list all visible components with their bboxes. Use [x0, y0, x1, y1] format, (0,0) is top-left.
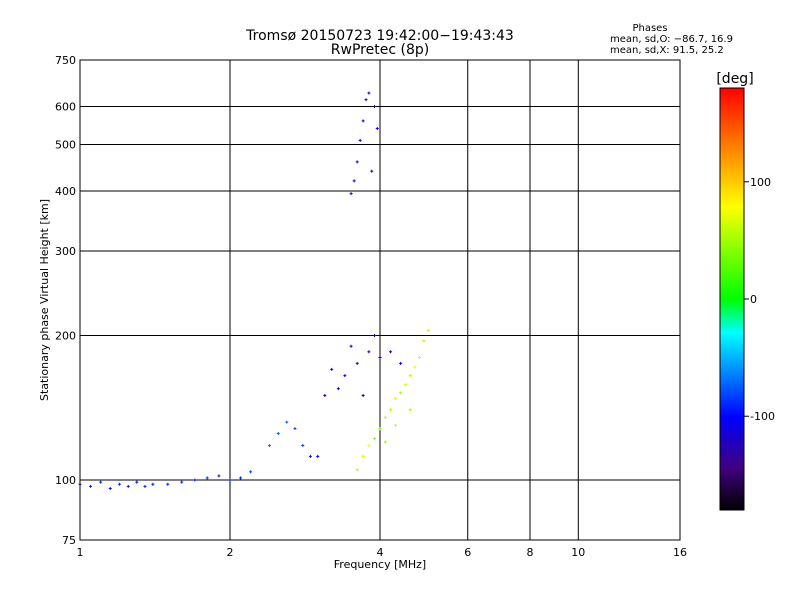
- data-point: [355, 468, 359, 472]
- chart-title: Tromsø 20150723 19:42:00−19:43:43: [245, 28, 514, 44]
- data-point: [180, 480, 184, 484]
- data-point: [370, 169, 374, 173]
- x-tick-labels: 1 2 4 6 8 10 16: [77, 546, 688, 559]
- data-point: [99, 480, 103, 484]
- colorbar-ticks: 100 0 -100: [744, 176, 775, 423]
- colorbar: [719, 87, 745, 511]
- colorbar-tick-label: 100: [750, 176, 771, 189]
- y-tick-label: 400: [55, 185, 76, 198]
- data-point: [293, 427, 297, 431]
- data-point: [358, 138, 362, 142]
- colorbar-label: [deg]: [716, 71, 753, 87]
- x-tick-label: 2: [227, 546, 234, 559]
- data-point: [389, 350, 393, 354]
- data-point: [349, 344, 353, 348]
- data-point: [330, 367, 334, 371]
- data-point: [367, 444, 371, 448]
- x-tick-label: 10: [571, 546, 585, 559]
- data-point: [361, 454, 365, 458]
- data-point: [89, 484, 93, 488]
- x-tick-label: 16: [673, 546, 687, 559]
- data-point: [336, 387, 340, 391]
- data-point: [143, 484, 147, 488]
- data-point: [389, 408, 393, 412]
- data-point: [399, 361, 403, 365]
- data-point: [126, 484, 130, 488]
- data-point: [355, 361, 359, 365]
- data-point: [308, 454, 312, 458]
- x-tick-label: 8: [527, 546, 534, 559]
- data-point: [135, 480, 139, 484]
- y-tick-labels: 75 100 200 300 400 500 600 750: [55, 54, 76, 547]
- data-point: [301, 444, 305, 448]
- y-tick-label: 500: [55, 139, 76, 152]
- data-point: [117, 482, 121, 486]
- data-point: [285, 420, 289, 424]
- data-point: [249, 470, 253, 474]
- data-point: [267, 444, 271, 448]
- data-point: [364, 98, 368, 102]
- data-point: [378, 427, 382, 431]
- data-point: [426, 328, 430, 332]
- plot-frame: [79, 59, 681, 541]
- colorbar-tick-label: 0: [750, 293, 757, 306]
- phases-x-stats: mean, sd,X: 91.5, 25.2: [610, 45, 724, 56]
- colorbar-tick-label: -100: [750, 410, 775, 423]
- data-point: [399, 391, 403, 395]
- data-point: [166, 482, 170, 486]
- data-point: [375, 126, 379, 130]
- data-point: [355, 160, 359, 164]
- data-point: [349, 192, 353, 196]
- data-point: [228, 478, 232, 482]
- y-axis-label: Stationary phase Virtual Height [km]: [38, 199, 51, 401]
- data-point: [352, 179, 356, 183]
- data-point: [394, 423, 398, 427]
- data-point: [276, 432, 280, 436]
- x-tick-label: 6: [464, 546, 471, 559]
- data-point: [373, 334, 377, 338]
- data-point: [408, 408, 412, 412]
- data-point: [361, 119, 365, 123]
- data-point: [361, 394, 365, 398]
- y-tick-label: 300: [55, 245, 76, 258]
- x-tick-label: 4: [377, 546, 384, 559]
- data-point: [373, 105, 377, 109]
- y-tick-label: 75: [62, 534, 76, 547]
- y-tick-label: 200: [55, 330, 76, 343]
- data-point: [408, 374, 412, 378]
- data-point: [378, 355, 382, 359]
- y-tick-label: 100: [55, 474, 76, 487]
- y-tick-label: 750: [55, 54, 76, 67]
- data-point: [394, 396, 398, 400]
- phases-title: Phases: [632, 23, 667, 34]
- data-point: [316, 454, 320, 458]
- y-tick-label: 600: [55, 101, 76, 114]
- data-point: [217, 474, 221, 478]
- phases-o-stats: mean, sd,O: −86.7, 16.9: [610, 34, 733, 45]
- data-point: [422, 339, 426, 343]
- data-point: [193, 478, 197, 482]
- data-point: [343, 374, 347, 378]
- data-point: [239, 476, 243, 480]
- data-point: [323, 394, 327, 398]
- data-point: [383, 440, 387, 444]
- data-point: [205, 476, 209, 480]
- chart-subtitle: RwPretec (8p): [331, 42, 429, 58]
- data-point: [403, 383, 407, 387]
- data-point: [373, 437, 377, 441]
- data-point: [417, 355, 421, 359]
- data-points: [78, 91, 430, 491]
- x-tick-label: 1: [77, 546, 84, 559]
- data-point: [108, 487, 112, 491]
- data-point: [413, 365, 417, 369]
- grid-lines: [80, 60, 680, 540]
- data-point: [367, 91, 371, 95]
- data-point: [151, 482, 155, 486]
- data-point: [367, 350, 371, 354]
- data-point: [383, 415, 387, 419]
- x-axis-label: Frequency [MHz]: [334, 558, 426, 571]
